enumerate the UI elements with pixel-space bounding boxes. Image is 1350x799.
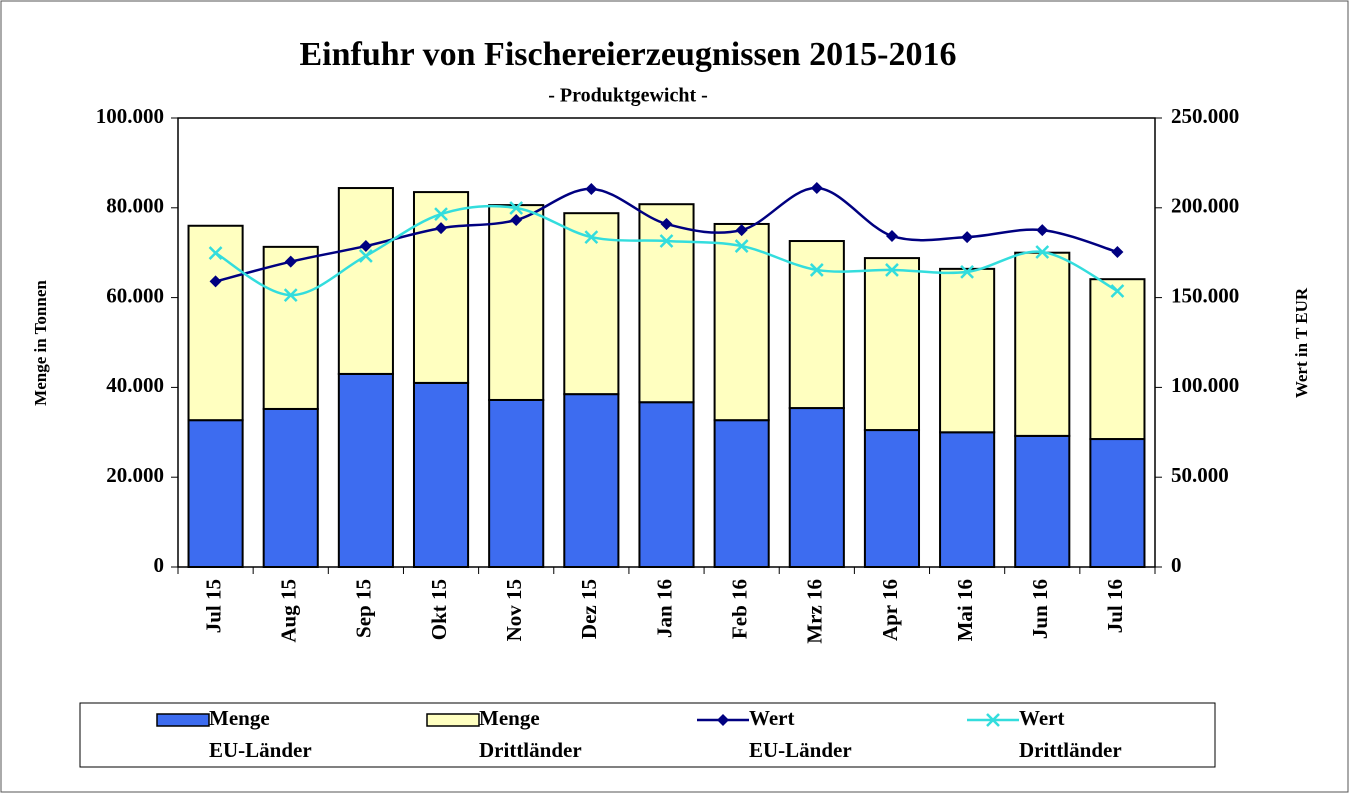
point <box>734 239 749 253</box>
x-tick-label: Aug 15 <box>277 579 301 643</box>
point <box>585 182 598 195</box>
y2-tick-label: 250.000 <box>1171 104 1239 128</box>
y-tick-label: 20.000 <box>106 463 164 487</box>
point <box>283 288 298 302</box>
x-tick-label: Jun 16 <box>1028 579 1052 639</box>
bar <box>563 393 620 569</box>
point <box>1111 245 1124 258</box>
x-tick-label: Okt 15 <box>427 579 451 640</box>
bar <box>337 372 394 568</box>
legend-label: Menge Drittländer <box>479 706 582 762</box>
x-tick-label: Sep 15 <box>352 579 376 638</box>
bar <box>187 224 244 422</box>
bar <box>939 431 996 568</box>
bar <box>939 267 996 434</box>
bar <box>412 191 470 384</box>
y2-tick-label: 200.000 <box>1171 194 1239 218</box>
bar <box>488 398 545 568</box>
point <box>359 240 372 253</box>
legend-label: Menge EU-Länder <box>209 706 312 762</box>
bar <box>788 240 845 410</box>
point <box>961 231 974 244</box>
point <box>208 246 223 260</box>
point <box>435 222 448 235</box>
y2-tick-label: 0 <box>1171 553 1182 577</box>
point <box>1035 245 1050 259</box>
point <box>284 255 297 268</box>
y2-axis-title: Wert in T EUR <box>1292 287 1311 398</box>
bar <box>713 419 770 568</box>
point <box>735 224 748 237</box>
bar <box>788 407 845 568</box>
x-tick-label: Feb 16 <box>727 579 751 639</box>
bar <box>187 419 244 568</box>
x-tick-label: Nov 15 <box>502 579 526 641</box>
y-tick-label: 40.000 <box>106 373 164 397</box>
point <box>584 230 599 244</box>
point <box>359 249 373 263</box>
legend-label: Wert EU-Länder <box>749 706 852 762</box>
x-tick-label: Mrz 16 <box>803 579 827 644</box>
bar <box>863 429 921 568</box>
point <box>434 207 448 221</box>
bar <box>1089 278 1146 441</box>
point <box>960 265 974 279</box>
legend-label: Wert Drittländer <box>1019 706 1122 762</box>
point <box>1036 224 1049 237</box>
x-tick-label: Mai 16 <box>953 579 977 641</box>
bar <box>638 401 695 569</box>
y2-tick-label: 100.000 <box>1171 373 1239 397</box>
bar <box>713 222 770 422</box>
legend-swatch <box>156 713 210 727</box>
point <box>1110 284 1125 298</box>
y2-tick-label: 150.000 <box>1171 283 1239 307</box>
point <box>809 263 824 277</box>
y-tick-label: 100.000 <box>96 104 164 128</box>
bar <box>337 187 394 375</box>
bar <box>262 245 319 410</box>
chart-subtitle: - Produktgewicht - <box>548 85 708 107</box>
point <box>885 229 898 242</box>
x-tick-label: Jan 16 <box>652 579 676 638</box>
bar <box>1014 434 1071 568</box>
y-tick-label: 60.000 <box>106 283 164 307</box>
point <box>986 713 1000 727</box>
point <box>717 714 729 726</box>
bar <box>1014 251 1071 437</box>
point <box>659 234 674 248</box>
bar <box>1089 438 1146 568</box>
point <box>510 214 523 227</box>
bar <box>412 381 470 568</box>
x-tick-label: Jul 15 <box>201 579 225 633</box>
point <box>660 217 673 230</box>
plot-frame <box>177 117 1156 568</box>
bar <box>863 257 921 432</box>
point <box>810 182 823 195</box>
point <box>885 263 899 277</box>
legend-swatch <box>426 713 480 727</box>
x-tick-label: Dez 15 <box>577 579 601 639</box>
y-axis-title: Menge in Tonnen <box>31 280 50 406</box>
legend <box>79 702 1216 768</box>
bar <box>563 212 620 396</box>
x-tick-label: Apr 16 <box>878 579 902 641</box>
bar <box>638 203 695 404</box>
bar <box>488 204 545 401</box>
y-tick-label: 80.000 <box>106 194 164 218</box>
y-tick-label: 0 <box>154 553 165 577</box>
point <box>209 275 222 288</box>
bar <box>262 407 319 568</box>
chart-title: Einfuhr von Fischereierzeugnissen 2015-2… <box>299 36 956 73</box>
x-tick-label: Jul 16 <box>1103 579 1127 633</box>
point <box>509 201 524 215</box>
y2-tick-label: 50.000 <box>1171 463 1229 487</box>
